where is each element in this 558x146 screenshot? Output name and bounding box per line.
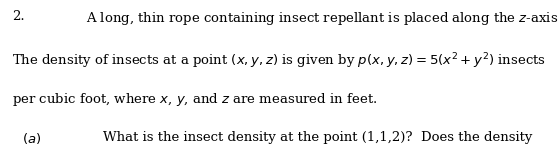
Text: 2.: 2. <box>12 10 25 23</box>
Text: What is the insect density at the point (1,1,2)?  Does the density: What is the insect density at the point … <box>103 131 532 144</box>
Text: $(a)$: $(a)$ <box>22 131 42 146</box>
Text: The density of insects at a point $(x, y, z)$ is given by $p(x, y, z) = 5(x^2+y^: The density of insects at a point $(x, y… <box>12 51 546 71</box>
Text: per cubic foot, where $x$, $y$, and $z$ are measured in feet.: per cubic foot, where $x$, $y$, and $z$ … <box>12 91 378 107</box>
Text: A long, thin rope containing insect repellant is placed along the $z$-axis.: A long, thin rope containing insect repe… <box>86 10 558 27</box>
